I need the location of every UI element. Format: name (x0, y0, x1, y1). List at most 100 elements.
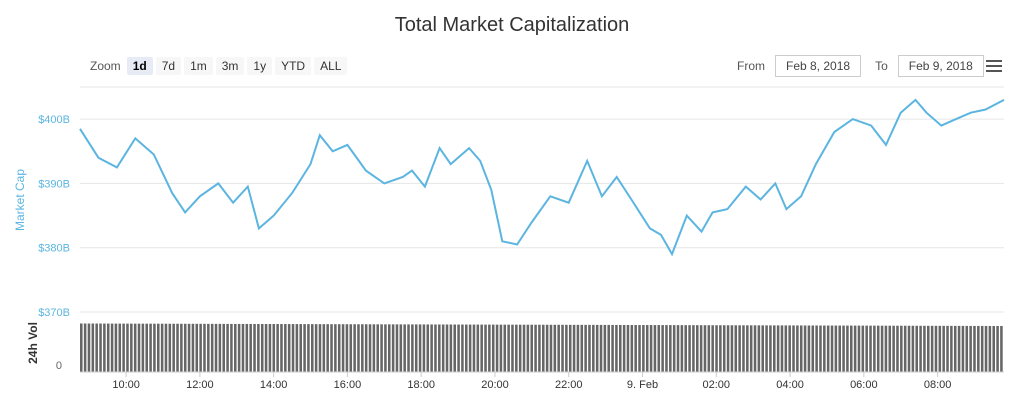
volume-bar (584, 324, 587, 372)
volume-bar (553, 324, 557, 372)
volume-bar (699, 325, 703, 372)
zoom-button-1d[interactable]: 1d (126, 57, 153, 75)
volume-bar (757, 325, 761, 372)
volume-bar (260, 323, 264, 372)
volume-bar (434, 324, 437, 372)
volume-bar (207, 323, 210, 372)
volume-bar (518, 324, 522, 372)
volume-bar (372, 324, 376, 372)
volume-bar (80, 323, 83, 372)
hamburger-menu-icon[interactable] (986, 60, 1002, 74)
volume-bar (565, 324, 568, 372)
x-tick-label: 04:00 (776, 379, 804, 391)
volume-bar (626, 324, 630, 372)
x-tick-label: 10:00 (112, 379, 140, 391)
volume-bar (234, 323, 237, 372)
volume-bar (414, 324, 418, 372)
volume-bar (322, 324, 326, 372)
volume-bar (272, 324, 276, 372)
volume-bar (99, 323, 102, 372)
volume-bar (719, 325, 722, 372)
volume-bar (122, 323, 125, 372)
volume-bar (996, 325, 999, 372)
x-tick-label: 08:00 (924, 379, 952, 391)
volume-bar (749, 325, 753, 372)
volume-bar (334, 324, 337, 372)
volume-bar (465, 324, 468, 372)
volume-bar (195, 323, 199, 372)
chart-title: Total Market Capitalization (394, 14, 630, 36)
zoom-button-1y[interactable]: 1y (247, 57, 273, 75)
volume-bar (210, 323, 214, 372)
volume-bar (853, 325, 857, 372)
volume-bar (692, 325, 695, 372)
volume-bar (796, 325, 799, 372)
volume-bar (280, 324, 283, 372)
volume-bar (861, 325, 865, 372)
volume-bar (873, 325, 876, 372)
to-date-input[interactable]: Feb 9, 2018 (897, 55, 984, 77)
volume-bar (230, 323, 233, 372)
volume-bar (361, 324, 364, 372)
zoom-button-ytd[interactable]: YTD (275, 57, 312, 75)
volume-bar (461, 324, 464, 372)
volume-bar (530, 324, 533, 372)
volume-bar (214, 323, 218, 372)
volume-bar (276, 324, 279, 372)
volume-bar (472, 324, 476, 372)
volume-bar (145, 323, 148, 372)
zoom-button-all[interactable]: ALL (314, 57, 348, 75)
y-tick-label: $390B (38, 178, 70, 190)
volume-bar (418, 324, 422, 372)
zoom-button-3m[interactable]: 3m (215, 57, 245, 75)
x-tick-label: 22:00 (555, 379, 583, 391)
zoom-button-7d[interactable]: 7d (155, 57, 182, 75)
volume-bar (557, 324, 560, 372)
volume-bar (303, 324, 306, 372)
volume-bar (780, 325, 784, 372)
volume-bar (946, 325, 949, 372)
volume-bar (734, 325, 738, 372)
volume-bar (445, 324, 449, 372)
volume-bar (411, 324, 414, 372)
volume-bar (657, 325, 661, 372)
volume-bar (915, 325, 918, 372)
volume-bar (580, 324, 584, 372)
volume-bar (950, 325, 953, 372)
volume-bar (114, 323, 118, 372)
volume-bar (457, 324, 460, 372)
volume-bar (160, 323, 164, 372)
from-date-input[interactable]: Feb 8, 2018 (775, 55, 862, 77)
volume-bar (830, 325, 834, 372)
volume-bar (172, 323, 175, 372)
volume-bar (164, 323, 168, 372)
volume-bar (599, 324, 603, 372)
volume-bar (923, 325, 926, 372)
volume-bar (603, 324, 607, 372)
volume-bar (137, 323, 141, 372)
volume-bar (341, 324, 345, 372)
volume-bar (911, 325, 915, 372)
volume-bar (672, 325, 676, 372)
volume-bar (403, 324, 406, 372)
volume-bar (91, 323, 95, 372)
zoom-button-1m[interactable]: 1m (184, 57, 213, 75)
volume-bar (384, 324, 387, 372)
volume-bar (907, 325, 911, 372)
volume-bar (295, 324, 299, 372)
x-tick-label: 18:00 (407, 379, 435, 391)
y-tick-label: $380B (38, 243, 70, 255)
volume-bar (942, 325, 945, 372)
volume-bar (87, 323, 91, 372)
volume-bar (183, 323, 187, 372)
volume-bar (364, 324, 368, 372)
x-tick-label: 16:00 (334, 379, 362, 391)
volume-bar (153, 323, 156, 372)
volume-bar (834, 325, 838, 372)
zoom-label: Zoom (90, 59, 121, 73)
volume-bar (391, 324, 395, 372)
volume-bar (222, 323, 225, 372)
volume-bar (538, 324, 541, 372)
volume-bar (595, 324, 599, 372)
volume-bar (249, 323, 252, 372)
